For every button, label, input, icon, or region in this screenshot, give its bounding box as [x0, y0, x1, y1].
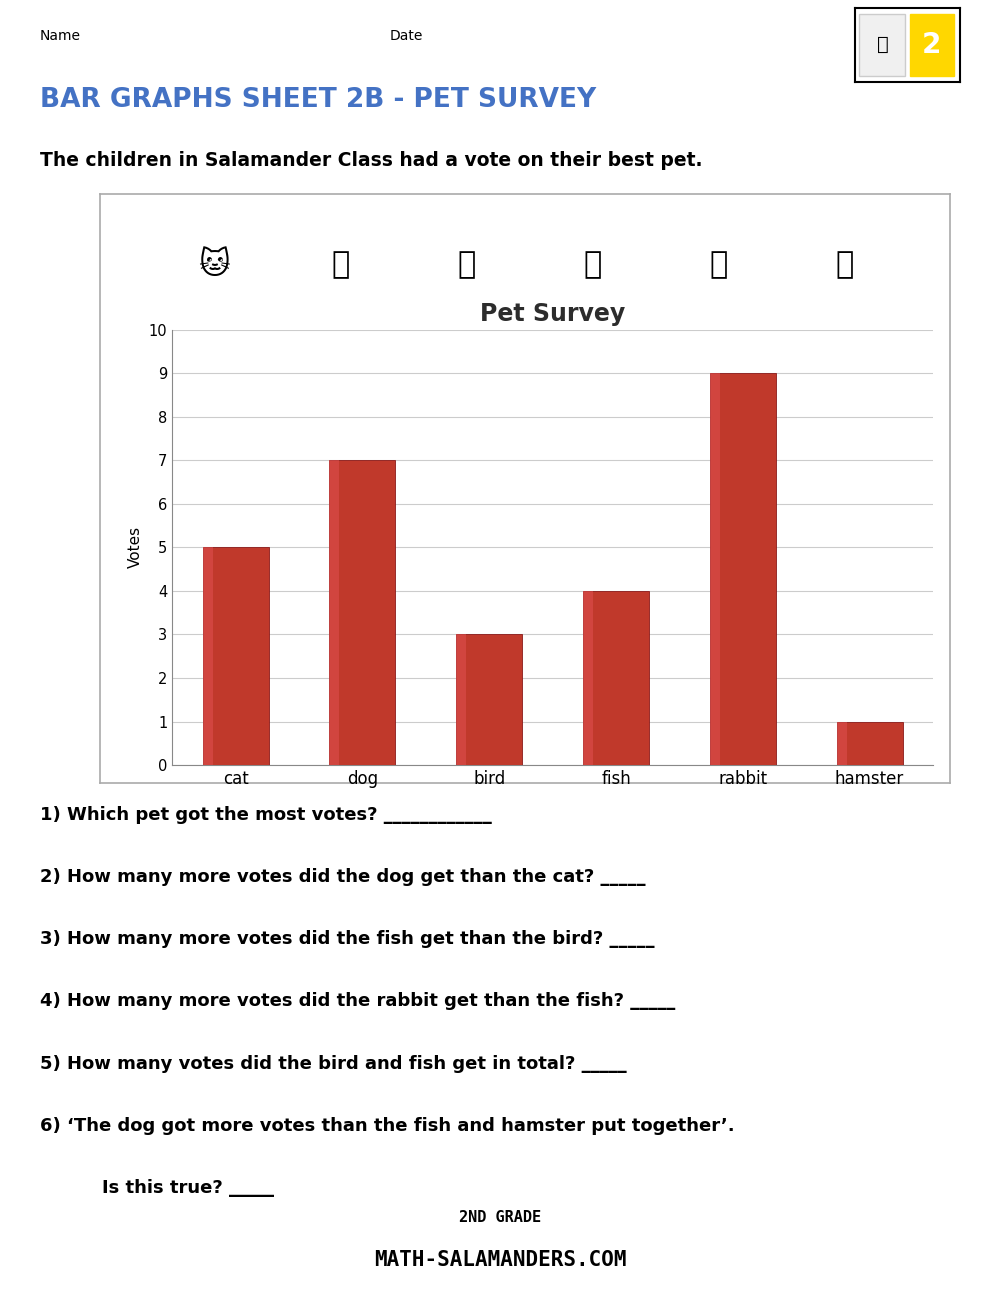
Bar — [837, 722, 847, 765]
Text: 6) ‘The dog got more votes than the fish and hamster put together’.: 6) ‘The dog got more votes than the fish… — [40, 1117, 735, 1135]
Bar — [456, 634, 466, 765]
Bar — [203, 547, 269, 765]
Text: The children in Salamander Class had a vote on their best pet.: The children in Salamander Class had a v… — [40, 151, 702, 170]
Bar — [329, 461, 395, 765]
Text: Is this true? _____: Is this true? _____ — [77, 1179, 274, 1197]
Text: Name: Name — [40, 28, 81, 43]
Text: 2) How many more votes did the dog get than the cat? _____: 2) How many more votes did the dog get t… — [40, 868, 646, 886]
Bar — [837, 722, 903, 765]
Text: 5) How many votes did the bird and fish get in total? _____: 5) How many votes did the bird and fish … — [40, 1055, 627, 1073]
Text: BAR GRAPHS SHEET 2B - PET SURVEY: BAR GRAPHS SHEET 2B - PET SURVEY — [40, 87, 596, 114]
Text: 🐟: 🐟 — [583, 250, 601, 280]
Bar — [329, 461, 339, 765]
Bar — [710, 373, 776, 765]
Bar — [583, 591, 649, 765]
Text: 🦜: 🦜 — [457, 250, 475, 280]
Text: 🐹: 🐹 — [835, 250, 854, 280]
Text: 1) Which pet got the most votes? ____________: 1) Which pet got the most votes? _______… — [40, 806, 492, 824]
Text: 🐆: 🐆 — [877, 35, 889, 54]
Text: 4) How many more votes did the rabbit get than the fish? _____: 4) How many more votes did the rabbit ge… — [40, 992, 675, 1011]
Text: 2: 2 — [922, 31, 941, 58]
Title: Pet Survey: Pet Survey — [480, 303, 625, 326]
Text: 🐱: 🐱 — [198, 250, 230, 280]
Bar — [710, 373, 720, 765]
Y-axis label: Votes: Votes — [128, 527, 143, 568]
Bar — [203, 547, 213, 765]
Text: 🐰: 🐰 — [709, 250, 728, 280]
FancyBboxPatch shape — [859, 14, 905, 75]
Text: Date: Date — [390, 28, 423, 43]
Bar — [456, 634, 522, 765]
Text: 2ND GRADE: 2ND GRADE — [459, 1210, 541, 1225]
Bar — [583, 591, 593, 765]
Text: MATH-SALAMANDERS.COM: MATH-SALAMANDERS.COM — [374, 1250, 626, 1269]
Text: 3) How many more votes did the fish get than the bird? _____: 3) How many more votes did the fish get … — [40, 930, 654, 949]
FancyBboxPatch shape — [910, 14, 954, 75]
Text: 🐶: 🐶 — [331, 250, 349, 280]
